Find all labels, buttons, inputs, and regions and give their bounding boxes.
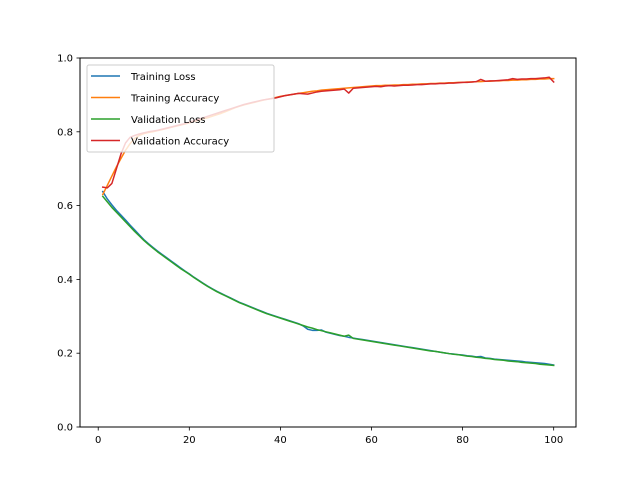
x-tick-label: 60 (365, 435, 378, 446)
x-tick-label: 80 (456, 435, 469, 446)
plot-area-frame (79, 57, 577, 428)
y-axis: 0.0 0.2 0.4 0.6 0.8 1.0 (57, 54, 80, 434)
x-tick-label: 100 (544, 435, 563, 446)
y-tick-label: 0.2 (57, 349, 73, 360)
x-axis: 0 20 40 60 80 100 (95, 427, 563, 446)
series-line-validation-loss (101, 195, 555, 367)
legend: Training Loss Training Accuracy Validation… (86, 64, 275, 153)
y-tick-label: 0.0 (57, 423, 73, 434)
legend-box (86, 64, 275, 153)
legend-label: Training Accuracy (130, 94, 219, 105)
y-tick-label: 0.6 (57, 201, 73, 212)
x-tick-label: 0 (95, 435, 101, 446)
y-tick-label: 0.4 (57, 275, 73, 286)
y-tick-label: 0.8 (57, 127, 73, 138)
y-tick-label: 1.0 (57, 54, 73, 65)
legend-label: Training Loss (130, 72, 196, 83)
x-tick-label: 40 (274, 435, 287, 446)
x-tick-label: 20 (183, 435, 196, 446)
legend-label: Validation Accuracy (131, 137, 229, 148)
legend-label: Validation Loss (131, 115, 206, 126)
